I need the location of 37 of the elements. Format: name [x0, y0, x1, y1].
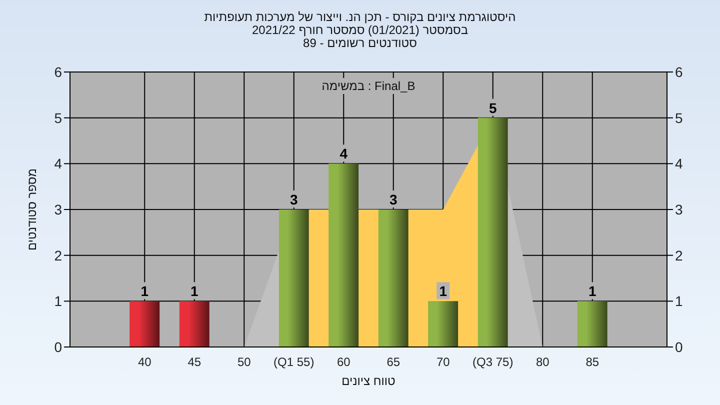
- chart-title: היסטוגרמת ציונים בקורס - תכן הנ. וייצור של מערכות תעופתיות: [204, 10, 516, 24]
- x-tick-label: 65: [386, 355, 400, 369]
- data-label: 1: [140, 283, 149, 300]
- y2-tick-label: 2: [675, 247, 683, 264]
- x-axis-title: טווח ציונים: [342, 374, 396, 388]
- annotation: במשימה : Final_B: [322, 79, 416, 93]
- y2-tick-label: 0: [675, 339, 683, 355]
- x-tick-label: 60: [336, 355, 351, 369]
- y-tick-label: 2: [54, 247, 62, 264]
- data-label: 1: [439, 283, 448, 300]
- y-axis-title: מספר סטודנטים: [25, 168, 39, 251]
- x-tick-label: 70: [436, 355, 450, 369]
- y-tick-label: 0: [54, 339, 62, 355]
- data-label: 1: [190, 283, 198, 300]
- y2-tick-label: 5: [675, 110, 683, 126]
- y2-tick-label: 3: [675, 202, 683, 218]
- x-tick-label: (Q3 75): [472, 355, 514, 369]
- data-label: 4: [340, 146, 348, 162]
- y-tick-label: 6: [54, 64, 62, 80]
- x-tick-label: 40: [138, 355, 152, 369]
- y-tick-label: 1: [54, 293, 62, 310]
- x-tick-label: 50: [237, 355, 252, 369]
- data-label: 1: [588, 283, 596, 300]
- x-tick-label: 80: [536, 355, 550, 369]
- y2-tick-label: 4: [675, 156, 683, 172]
- y-tick-label: 4: [54, 156, 62, 172]
- x-tick-label: 85: [586, 355, 600, 369]
- data-label: 3: [290, 192, 298, 208]
- y2-tick-label: 6: [675, 64, 683, 80]
- chart-subtitle: בסמסטר (01/2021) סמסטר חורף 2021/22 סטודנטים רשומים - 89: [252, 23, 468, 50]
- y-tick-label: 3: [54, 202, 62, 218]
- y2-tick-label: 1: [675, 293, 683, 310]
- x-tick-label: (Q1 55): [274, 355, 314, 369]
- data-label: 5: [488, 100, 497, 116]
- data-label: 3: [389, 192, 398, 208]
- y-tick-label: 5: [54, 110, 62, 126]
- x-tick-label: 45: [188, 355, 202, 369]
